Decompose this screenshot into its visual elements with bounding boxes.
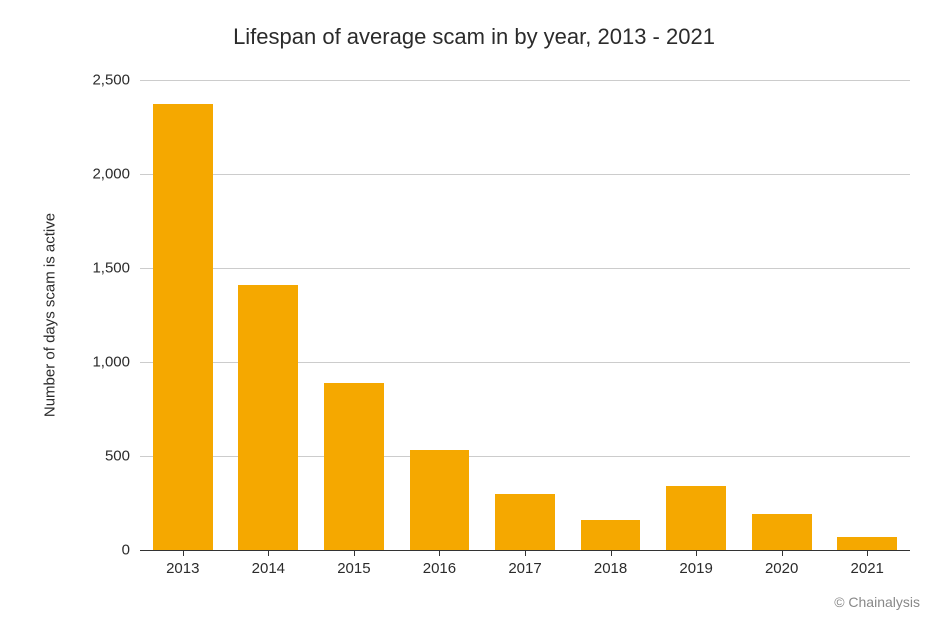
bar bbox=[581, 520, 641, 550]
x-tick-label: 2014 bbox=[252, 550, 285, 577]
gridline bbox=[140, 80, 910, 81]
attribution: © Chainalysis bbox=[834, 594, 920, 610]
x-tick-label: 2019 bbox=[679, 550, 712, 577]
y-axis-label: Number of days scam is active bbox=[42, 213, 59, 417]
bar bbox=[495, 494, 555, 550]
y-tick-label: 2,000 bbox=[92, 166, 140, 183]
x-tick-label: 2015 bbox=[337, 550, 370, 577]
x-tick-label: 2013 bbox=[166, 550, 199, 577]
plot-area: 05001,0001,5002,0002,5002013201420152016… bbox=[140, 80, 910, 550]
gridline bbox=[140, 268, 910, 269]
bar bbox=[837, 537, 897, 550]
y-tick-label: 0 bbox=[122, 542, 140, 559]
x-tick-label: 2017 bbox=[508, 550, 541, 577]
x-tick-label: 2020 bbox=[765, 550, 798, 577]
x-tick-label: 2016 bbox=[423, 550, 456, 577]
bar bbox=[238, 285, 298, 550]
chart-title: Lifespan of average scam in by year, 201… bbox=[0, 24, 948, 50]
bar bbox=[666, 486, 726, 550]
y-tick-label: 500 bbox=[105, 448, 140, 465]
x-tick-label: 2021 bbox=[851, 550, 884, 577]
bar bbox=[410, 450, 470, 550]
x-tick-label: 2018 bbox=[594, 550, 627, 577]
bar bbox=[752, 514, 812, 550]
bar bbox=[153, 104, 213, 550]
bar-chart: Lifespan of average scam in by year, 201… bbox=[0, 0, 948, 624]
y-tick-label: 1,000 bbox=[92, 354, 140, 371]
bar bbox=[324, 383, 384, 550]
gridline bbox=[140, 174, 910, 175]
y-tick-label: 2,500 bbox=[92, 72, 140, 89]
y-tick-label: 1,500 bbox=[92, 260, 140, 277]
